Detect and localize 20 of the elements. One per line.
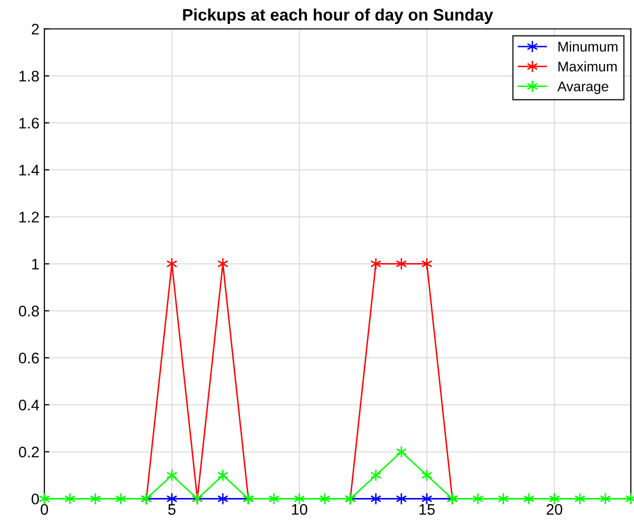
y-tick-label: 0.2 [18, 446, 39, 458]
x-tick-label: 10 [292, 504, 308, 515]
x-tick-label: 5 [168, 504, 176, 515]
chart-title: Pickups at each hour of day on Sunday [183, 8, 494, 24]
y-tick-label: 1.4 [19, 164, 40, 176]
y-tick-label: 1.6 [19, 118, 39, 129]
legend-label: Maximum [558, 61, 617, 72]
y-tick-label: 1.2 [19, 212, 39, 222]
legend-label: Avarage [557, 82, 608, 94]
y-tick-label: 1.8 [19, 70, 39, 82]
y-tick-label: 0.4 [18, 400, 40, 410]
y-tick-label: 1 [32, 258, 39, 270]
x-tick-label: 20 [546, 504, 562, 515]
y-tick-label: 0 [32, 494, 39, 504]
legend-label: Minumum [558, 41, 618, 52]
y-tick-label: 2 [32, 24, 39, 34]
x-tick-label: 0 [40, 504, 48, 515]
x-tick-label: 15 [420, 504, 435, 515]
y-tick-label: 0.6 [18, 352, 39, 364]
y-tick-label: 0.8 [18, 306, 39, 316]
